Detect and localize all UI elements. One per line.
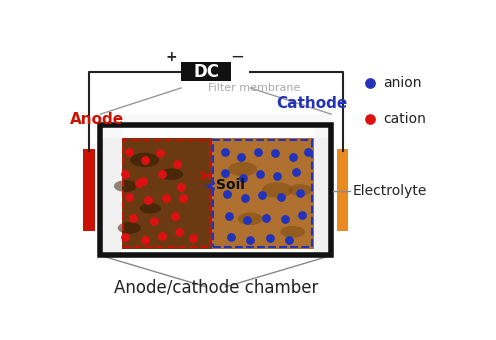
Point <box>144 198 152 203</box>
Point <box>158 233 166 239</box>
Bar <box>102 125 121 255</box>
Point <box>258 192 266 198</box>
Point <box>266 235 274 240</box>
Point <box>254 149 262 155</box>
Bar <box>123 140 210 247</box>
Point <box>156 151 164 156</box>
Ellipse shape <box>238 212 263 225</box>
Point <box>139 178 147 184</box>
Bar <box>83 150 95 231</box>
Point <box>225 214 233 219</box>
Point <box>293 169 301 174</box>
Point <box>289 155 297 160</box>
Point <box>177 185 185 190</box>
Ellipse shape <box>280 226 305 238</box>
Point <box>125 194 133 199</box>
Point <box>366 80 373 85</box>
Text: cation: cation <box>383 112 426 126</box>
Point <box>189 236 197 241</box>
Ellipse shape <box>130 153 159 167</box>
Point <box>158 172 166 177</box>
Point <box>174 161 182 167</box>
Point <box>172 214 180 219</box>
Point <box>271 151 279 156</box>
Point <box>122 235 129 240</box>
Point <box>162 195 170 201</box>
Bar <box>122 138 212 249</box>
Point <box>237 155 245 160</box>
Bar <box>100 124 331 255</box>
Text: Anode: Anode <box>69 112 124 127</box>
Point <box>129 215 137 220</box>
Text: anion: anion <box>383 76 422 90</box>
Text: Cathode: Cathode <box>276 96 348 111</box>
Point <box>243 217 250 223</box>
Text: Electrolyte: Electrolyte <box>352 184 427 198</box>
Ellipse shape <box>289 184 312 196</box>
Text: −: − <box>230 48 244 66</box>
Point <box>221 170 229 176</box>
Bar <box>314 124 331 138</box>
Point <box>281 216 289 222</box>
Point <box>175 229 183 235</box>
Text: +: + <box>166 50 178 64</box>
Point <box>135 181 143 186</box>
Text: Filter membrane: Filter membrane <box>208 83 301 93</box>
Ellipse shape <box>118 222 141 234</box>
Point <box>285 237 293 242</box>
Point <box>304 149 312 155</box>
Point <box>256 172 264 177</box>
Point <box>141 237 149 242</box>
Point <box>227 235 235 240</box>
Ellipse shape <box>140 203 161 214</box>
Ellipse shape <box>114 180 137 192</box>
Bar <box>337 150 348 231</box>
Point <box>277 194 285 199</box>
Bar <box>213 140 312 247</box>
Ellipse shape <box>160 168 183 180</box>
Ellipse shape <box>262 182 293 198</box>
Point <box>223 191 231 197</box>
Bar <box>314 125 330 255</box>
Ellipse shape <box>228 162 257 176</box>
Bar <box>181 62 231 81</box>
Bar <box>100 124 122 138</box>
Point <box>273 173 281 178</box>
Bar <box>100 114 331 124</box>
Point <box>141 157 149 163</box>
Point <box>366 117 373 122</box>
Point <box>247 238 254 243</box>
Point <box>297 190 305 196</box>
Point <box>221 149 229 155</box>
Point <box>239 175 247 181</box>
Point <box>122 172 129 177</box>
Point <box>125 149 133 155</box>
Point <box>150 219 158 224</box>
Point <box>241 195 248 201</box>
Text: Soil: Soil <box>216 178 245 192</box>
Bar <box>212 138 314 249</box>
Text: Anode/cathode chamber: Anode/cathode chamber <box>114 278 318 296</box>
Point <box>262 215 270 220</box>
Text: DC: DC <box>193 63 219 81</box>
Point <box>179 195 187 201</box>
Point <box>298 212 306 218</box>
